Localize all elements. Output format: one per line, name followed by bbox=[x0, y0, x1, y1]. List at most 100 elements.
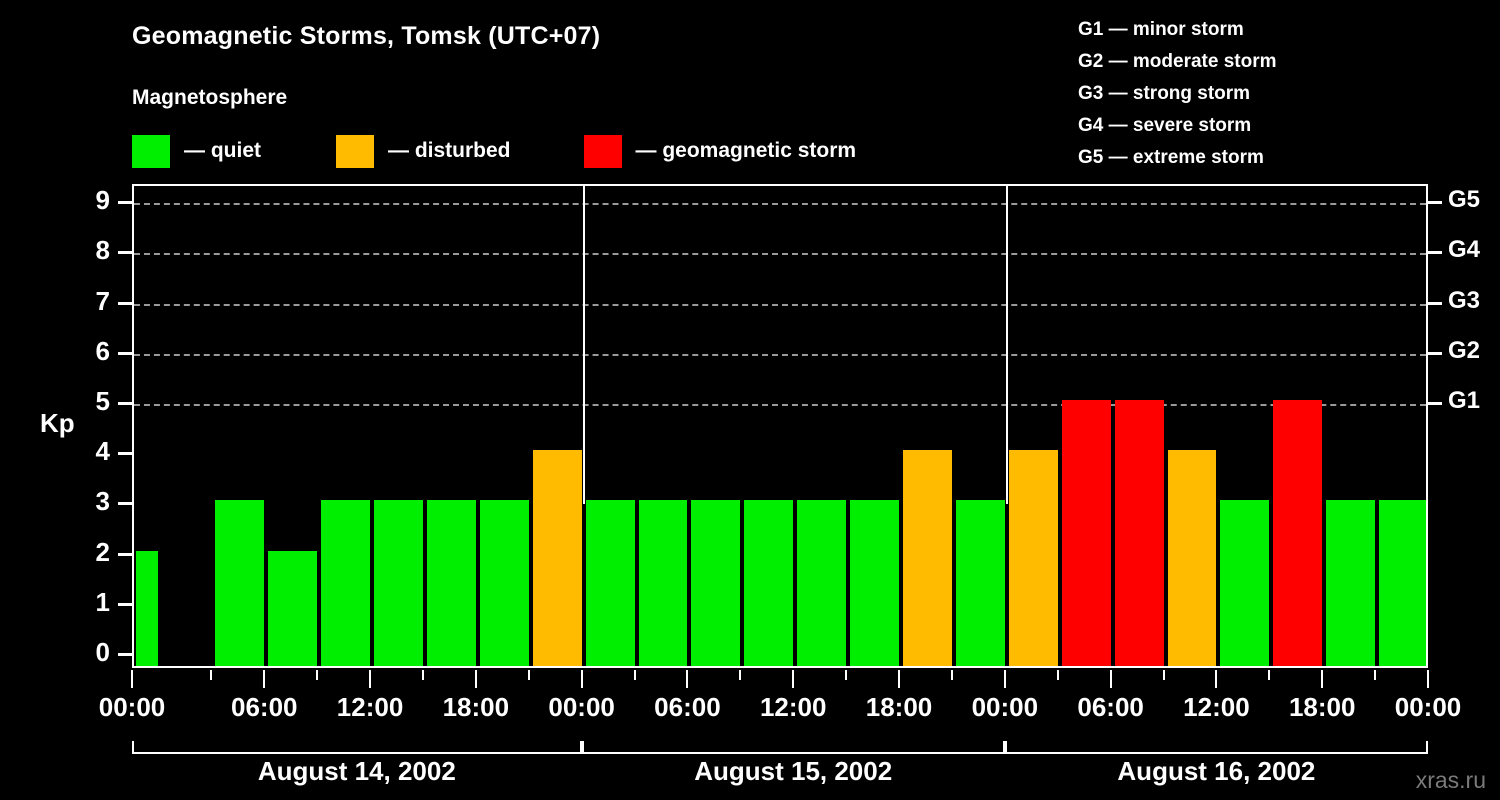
day-bracket-3 bbox=[1004, 741, 1428, 754]
gridline-kp-6 bbox=[134, 353, 1426, 356]
bar-kp bbox=[850, 500, 899, 666]
bar-kp bbox=[136, 550, 159, 666]
y-tick-mark-5 bbox=[118, 402, 132, 405]
x-tick-label: 00:00 bbox=[1394, 692, 1462, 722]
g-legend-row-1: G1 — minor storm bbox=[1078, 19, 1244, 40]
watermark: xras.ru bbox=[1415, 767, 1486, 793]
bar-kp bbox=[215, 500, 265, 666]
x-tick-label: 18:00 bbox=[1288, 692, 1356, 722]
day-label-2: August 15, 2002 bbox=[694, 756, 893, 786]
gridline-kp-8 bbox=[134, 253, 1426, 256]
y-tick-label-3: 3 bbox=[95, 486, 110, 517]
y-tick-mark-4 bbox=[118, 452, 132, 456]
day-label-1: August 14, 2002 bbox=[257, 756, 456, 786]
bar-kp bbox=[1220, 500, 1270, 666]
legend-swatch-disturbed bbox=[336, 134, 374, 168]
color-legend: — quiet — disturbed — geomagnetic storm bbox=[132, 133, 856, 169]
day-bracket-2 bbox=[581, 741, 1005, 754]
y-tick-label-5: 5 bbox=[95, 386, 110, 416]
gridline-kp-9 bbox=[134, 203, 1426, 206]
x-tick-minor bbox=[1056, 670, 1059, 680]
bar-kp bbox=[268, 550, 318, 666]
legend-entry-quiet: — quiet bbox=[132, 133, 261, 169]
x-tick-label: 12:00 bbox=[759, 692, 827, 722]
g-legend-row-2: G2 — moderate storm bbox=[1078, 51, 1277, 72]
bar-kp bbox=[374, 500, 423, 666]
x-tick-minor bbox=[1268, 670, 1271, 680]
bar-kp bbox=[532, 450, 582, 666]
y-tick-mark-8 bbox=[118, 251, 132, 255]
bar-kp bbox=[1061, 400, 1111, 666]
y-tick-label-7: 7 bbox=[95, 285, 110, 316]
x-tick-minor bbox=[316, 670, 319, 680]
x-tick-major bbox=[263, 670, 266, 688]
x-tick-major bbox=[792, 670, 795, 688]
y-axis-label: Kp bbox=[40, 408, 75, 438]
legend-label-disturbed: — disturbed bbox=[388, 139, 511, 162]
g-legend-row-4: G4 — severe storm bbox=[1078, 115, 1252, 136]
x-tick-label: 00:00 bbox=[548, 692, 615, 722]
legend-label-quiet: — quiet bbox=[184, 139, 261, 162]
x-tick-major bbox=[1321, 670, 1324, 688]
x-tick-major bbox=[1215, 670, 1218, 688]
legend-entry-storm: — geomagnetic storm bbox=[583, 133, 856, 169]
bar-kp bbox=[797, 500, 847, 666]
x-tick-major bbox=[131, 670, 133, 688]
gridline-kp-7 bbox=[134, 303, 1426, 306]
y-tick-label-0: 0 bbox=[95, 637, 110, 667]
g-scale-legend: G1 — minor storm G2 — moderate storm G3 — … bbox=[1078, 14, 1277, 174]
legend-swatch-quiet bbox=[132, 134, 170, 168]
x-tick-label: 06:00 bbox=[654, 692, 721, 722]
x-tick-major bbox=[369, 670, 372, 688]
x-tick-minor bbox=[527, 670, 530, 680]
bar-kp bbox=[955, 500, 1005, 666]
x-tick-label: 12:00 bbox=[336, 692, 404, 722]
y-tick-label-4: 4 bbox=[95, 436, 110, 467]
g-tick-mark-G4 bbox=[1428, 251, 1442, 255]
g-tick-label-G5: G5 bbox=[1448, 186, 1481, 214]
y-tick-mark-6 bbox=[118, 351, 132, 355]
g-tick-label-G2: G2 bbox=[1448, 336, 1481, 364]
y-tick-mark-0 bbox=[118, 653, 132, 656]
x-tick-label: 06:00 bbox=[230, 692, 298, 722]
bar-kp bbox=[585, 500, 635, 666]
x-tick-major bbox=[686, 670, 689, 688]
y-tick-mark-2 bbox=[118, 552, 132, 556]
bar-kp bbox=[1008, 450, 1058, 666]
x-tick-label: 12:00 bbox=[1183, 692, 1250, 722]
y-tick-mark-1 bbox=[118, 602, 132, 606]
bar-kp bbox=[744, 500, 794, 666]
g-legend-row-5: G5 — extreme storm bbox=[1078, 147, 1264, 168]
x-tick-minor bbox=[633, 670, 636, 680]
g-tick-label-G4: G4 bbox=[1448, 236, 1481, 264]
day-label-3: August 16, 2002 bbox=[1117, 756, 1316, 786]
gridline-kp-5 bbox=[134, 404, 1426, 406]
x-tick-major bbox=[580, 670, 583, 688]
day-bracket-1 bbox=[132, 741, 582, 754]
x-tick-major bbox=[898, 670, 901, 688]
x-tick-label: 00:00 bbox=[98, 692, 166, 722]
x-tick-minor bbox=[950, 670, 953, 680]
page-title: Geomagnetic Storms, Tomsk (UTC+07) bbox=[132, 22, 601, 50]
bar-kp bbox=[691, 500, 741, 666]
bar-kp bbox=[903, 450, 952, 666]
bar-kp bbox=[1326, 500, 1376, 666]
legend-swatch-storm bbox=[583, 134, 622, 168]
y-tick-label-1: 1 bbox=[95, 586, 110, 617]
g-tick-label-G3: G3 bbox=[1448, 286, 1481, 314]
x-tick-minor bbox=[739, 670, 742, 680]
day-separator bbox=[582, 186, 585, 505]
day-separator bbox=[1005, 186, 1008, 505]
legend-entry-disturbed: — disturbed bbox=[336, 133, 511, 169]
x-tick-major bbox=[1003, 670, 1006, 688]
y-tick-label-9: 9 bbox=[95, 185, 110, 216]
y-tick-mark-3 bbox=[118, 502, 132, 506]
bar-kp bbox=[1167, 450, 1217, 666]
x-tick-minor bbox=[421, 670, 424, 680]
x-tick-major bbox=[1427, 670, 1429, 688]
bar-kp bbox=[321, 500, 371, 666]
y-tick-label-2: 2 bbox=[95, 536, 110, 567]
y-tick-label-6: 6 bbox=[95, 335, 110, 366]
x-tick-minor bbox=[1374, 670, 1377, 680]
g-tick-mark-G2 bbox=[1428, 351, 1442, 355]
